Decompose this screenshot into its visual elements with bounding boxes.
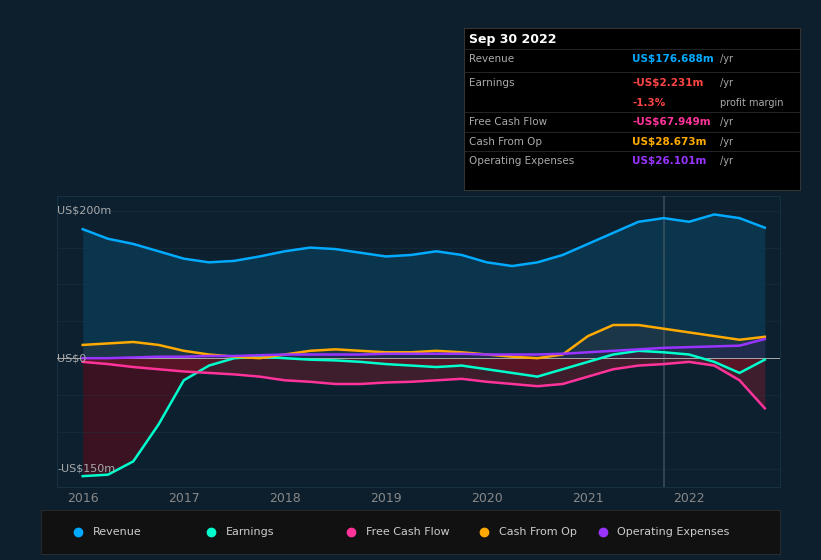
- Text: -US$150m: -US$150m: [57, 464, 116, 474]
- Text: US$26.101m: US$26.101m: [632, 156, 707, 166]
- Text: /yr: /yr: [720, 156, 732, 166]
- Text: /yr: /yr: [720, 78, 732, 88]
- Text: profit margin: profit margin: [720, 97, 783, 108]
- Text: -US$67.949m: -US$67.949m: [632, 117, 711, 127]
- Text: Earnings: Earnings: [469, 78, 515, 88]
- Text: Operating Expenses: Operating Expenses: [469, 156, 574, 166]
- Text: /yr: /yr: [720, 54, 732, 64]
- Text: US$28.673m: US$28.673m: [632, 137, 707, 147]
- Text: -1.3%: -1.3%: [632, 97, 665, 108]
- Text: Revenue: Revenue: [469, 54, 514, 64]
- Text: US$0: US$0: [57, 353, 87, 363]
- Text: Free Cash Flow: Free Cash Flow: [469, 117, 547, 127]
- Text: /yr: /yr: [720, 117, 732, 127]
- Text: Earnings: Earnings: [226, 527, 274, 537]
- Text: -US$2.231m: -US$2.231m: [632, 78, 704, 88]
- Text: Free Cash Flow: Free Cash Flow: [366, 527, 450, 537]
- Text: US$176.688m: US$176.688m: [632, 54, 714, 64]
- Text: /yr: /yr: [720, 137, 732, 147]
- Text: Revenue: Revenue: [93, 527, 141, 537]
- Text: US$200m: US$200m: [57, 206, 112, 216]
- Text: Operating Expenses: Operating Expenses: [617, 527, 730, 537]
- Text: Cash From Op: Cash From Op: [469, 137, 542, 147]
- Text: Cash From Op: Cash From Op: [499, 527, 577, 537]
- Text: Sep 30 2022: Sep 30 2022: [469, 33, 557, 46]
